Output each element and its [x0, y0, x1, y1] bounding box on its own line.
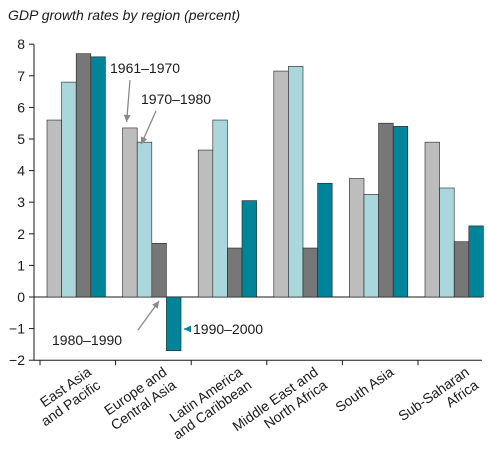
annotation-leader: [125, 79, 131, 122]
y-tick-label: 4: [17, 163, 25, 179]
annotation-arrowhead: [184, 325, 191, 333]
bar: [453, 241, 470, 298]
y-tick-label: 0: [17, 289, 25, 305]
category-label: Europe andCentral Asia: [99, 363, 179, 433]
y-tick-label: −1: [9, 321, 25, 337]
bar: [122, 127, 138, 298]
y-tick-label: 8: [17, 36, 25, 52]
category-label: Sub-SaharanAfrica: [395, 363, 481, 437]
bar: [227, 247, 243, 298]
bar: [424, 141, 440, 298]
category-label: East Asiaand Pacific: [29, 363, 104, 429]
series-annotation: 1980–1990: [52, 332, 122, 348]
y-tick-label: 5: [17, 131, 25, 147]
bar: [392, 126, 409, 298]
bar: [241, 200, 257, 298]
y-tick-label: 2: [17, 226, 25, 242]
annotation-arrowhead: [123, 114, 131, 122]
chart-title: GDP growth rates by region (percent): [8, 7, 240, 23]
series-annotation: 1961–1970: [110, 60, 180, 76]
bar: [212, 119, 228, 298]
y-tick-label: 6: [17, 99, 25, 115]
bar: [273, 70, 289, 298]
y-tick-label: 7: [17, 68, 25, 84]
series-annotation: 1970–1980: [141, 91, 211, 107]
bar: [136, 141, 153, 298]
y-tick-label: 3: [17, 194, 25, 210]
bar: [468, 225, 484, 298]
bar: [151, 242, 167, 298]
bar: [349, 178, 365, 298]
bar: [317, 182, 333, 298]
bar: [288, 66, 304, 298]
bar: [75, 53, 92, 298]
bar: [197, 149, 214, 298]
annotation-arrowhead: [152, 301, 160, 309]
bar: [439, 187, 455, 298]
bar: [46, 119, 62, 298]
plot-area: −2 −1 0 1 2 3 4 5 6 7 8 East Asiaand PacificEurope …: [9, 36, 484, 442]
bar: [302, 247, 318, 298]
y-tick-label: −2: [9, 352, 25, 368]
bar: [378, 122, 394, 298]
series-annotation: 1990–2000: [193, 321, 263, 337]
bar: [363, 194, 379, 298]
y-tick-label: 1: [17, 257, 25, 273]
bar: [166, 296, 182, 352]
bar: [61, 81, 77, 298]
category-label: South Asia: [332, 363, 396, 415]
annotation-arrowhead: [140, 136, 148, 145]
bar: [90, 56, 106, 298]
